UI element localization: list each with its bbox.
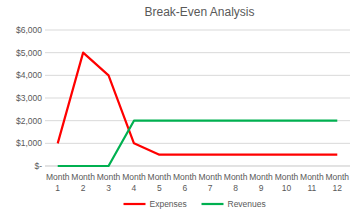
- x-tick-label: Month4: [122, 172, 146, 193]
- x-tick-label-line: 2: [81, 183, 86, 193]
- y-tick-label: $1,000: [16, 138, 42, 148]
- y-tick-label: $4,000: [16, 70, 42, 80]
- legend-label: Revenues: [228, 199, 266, 209]
- grid-line: [45, 30, 350, 31]
- x-tick-label-line: 8: [233, 183, 238, 193]
- x-tick-label-line: 4: [132, 183, 137, 193]
- x-tick-label-line: Month: [46, 172, 70, 182]
- x-tick-label-line: Month: [275, 172, 299, 182]
- legend-swatch: [124, 203, 146, 205]
- x-tick-label-line: 10: [282, 183, 292, 193]
- chart-container: Break-Even Analysis $- $1,000 $2,000 $3,000 $…: [0, 0, 360, 216]
- x-tick-label: Month12: [325, 172, 349, 193]
- x-tick-label-line: 11: [307, 183, 316, 193]
- x-tick-label-line: 1: [55, 183, 60, 193]
- x-tick-label-line: Month: [173, 172, 197, 182]
- x-tick-label: Month3: [97, 172, 121, 193]
- x-tick-label-line: Month: [148, 172, 172, 182]
- x-tick-label-line: Month: [325, 172, 349, 182]
- x-tick-label-line: Month: [122, 172, 146, 182]
- x-tick-label-line: Month: [97, 172, 121, 182]
- x-tick-label-line: 7: [208, 183, 213, 193]
- x-tick-label: Month1: [46, 172, 70, 193]
- x-tick-label-line: 5: [157, 183, 162, 193]
- x-tick-label: Month10: [275, 172, 299, 193]
- plot-area: [58, 53, 338, 166]
- x-tick-label: Month5: [148, 172, 172, 193]
- y-tick-label: $5,000: [16, 48, 42, 58]
- grid-line: [45, 52, 350, 53]
- chart-title: Break-Even Analysis: [144, 5, 254, 19]
- legend-label: Expenses: [150, 199, 187, 209]
- y-tick-label: $6,000: [16, 25, 42, 35]
- series-line: [58, 53, 338, 155]
- x-tick-label-line: Month: [224, 172, 248, 182]
- x-tick-label: Month11: [300, 172, 324, 193]
- grid-line: [45, 98, 350, 99]
- x-tick-label-line: Month: [300, 172, 324, 182]
- chart-svg: Break-Even Analysis $- $1,000 $2,000 $3,000 $…: [0, 0, 360, 216]
- y-tick-label: $-: [34, 161, 42, 171]
- x-tick-label-line: 12: [333, 183, 343, 193]
- x-tick-label: Month7: [198, 172, 222, 193]
- x-tick-label: Month2: [71, 172, 95, 193]
- x-tick-label-line: 6: [182, 183, 187, 193]
- x-tick-label-line: 3: [106, 183, 111, 193]
- grid-line: [45, 143, 350, 144]
- x-tick-label: Month6: [173, 172, 197, 193]
- y-tick-label: $2,000: [16, 116, 42, 126]
- series-line: [58, 121, 338, 166]
- x-tick-label: Month9: [249, 172, 273, 193]
- x-tick-label-line: 9: [259, 183, 264, 193]
- x-tick-label-line: Month: [71, 172, 95, 182]
- x-tick-label-line: Month: [198, 172, 222, 182]
- x-tick-label-line: Month: [249, 172, 273, 182]
- y-tick-label: $3,000: [16, 93, 42, 103]
- x-tick-label: Month8: [224, 172, 248, 193]
- grid-line: [45, 75, 350, 76]
- legend-swatch: [202, 203, 224, 205]
